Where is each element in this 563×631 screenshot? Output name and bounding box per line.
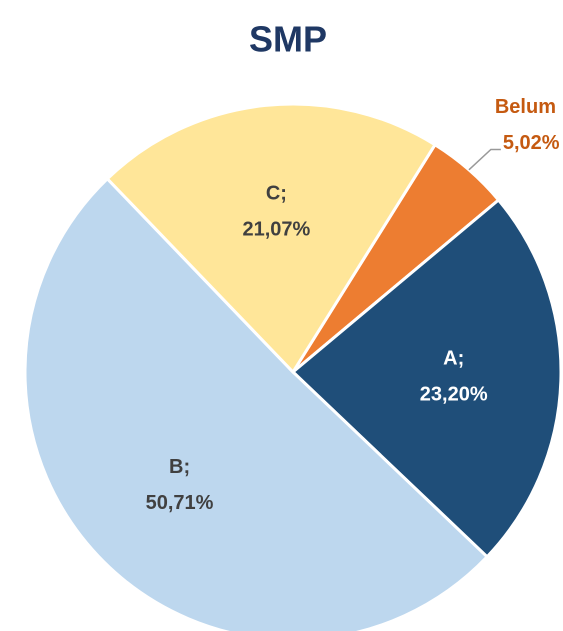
pie-slice (23, 176, 490, 631)
value-label: 50,71% (146, 492, 214, 514)
slice-label: A; (443, 347, 464, 369)
value-label: 5,02% (503, 132, 560, 154)
pie-slice (105, 102, 438, 375)
chart-title: SMP (249, 19, 327, 60)
leader-line (468, 148, 501, 171)
value-label: 23,20% (420, 383, 488, 405)
slice-label: B; (169, 456, 190, 478)
slice-label: Belum (495, 96, 556, 118)
slice-label: C; (266, 182, 287, 204)
value-label: 21,07% (242, 218, 310, 240)
pie-slice (290, 197, 563, 559)
